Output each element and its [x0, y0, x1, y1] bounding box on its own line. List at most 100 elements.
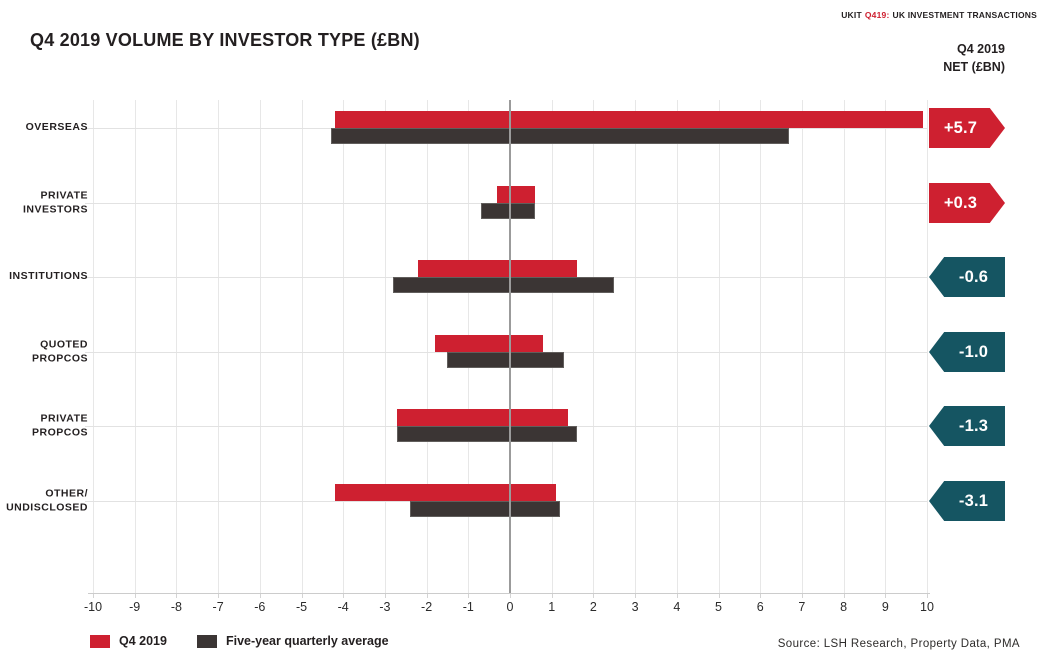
bar-q4-2019 [334, 484, 556, 501]
category-label-line: QUOTED [40, 338, 88, 351]
category-label: OVERSEAS [0, 121, 88, 135]
category-label-line: INVESTORS [23, 203, 88, 215]
x-tick-mark [635, 593, 637, 598]
net-badge: -1.3 [929, 406, 1005, 446]
x-tick-label: 0 [506, 600, 514, 614]
category-label-line: OVERSEAS [25, 121, 88, 134]
x-gridline [760, 100, 762, 593]
x-tick-mark [218, 593, 220, 598]
report-tagline: UKIT Q419: UK INVESTMENT TRANSACTIONS [841, 10, 1037, 20]
x-tick-label: 10 [920, 600, 934, 614]
x-tick-mark [927, 593, 928, 598]
tagline-rest: UK INVESTMENT TRANSACTIONS [892, 10, 1037, 20]
net-badge: +5.7 [929, 108, 1005, 148]
x-tick-label: -4 [337, 600, 349, 614]
x-gridline [676, 100, 678, 593]
bar-five-year-average [330, 128, 790, 144]
x-tick-label: -9 [129, 600, 141, 614]
x-tick-mark [468, 593, 470, 598]
net-badge: -1.0 [929, 332, 1005, 372]
bar-five-year-average [409, 501, 561, 517]
x-gridline [551, 100, 553, 593]
x-gridline [343, 100, 345, 593]
category-label-line: PRIVATE [40, 412, 88, 425]
x-tick-mark [843, 593, 845, 598]
x-tick-label: -2 [421, 600, 433, 614]
legend: Q4 2019 Five-year quarterly average [90, 634, 389, 648]
category-label-line: PRIVATE [40, 189, 88, 202]
x-tick-label: -5 [295, 600, 308, 614]
bar-five-year-average [393, 277, 615, 293]
net-header-line1: Q4 2019 [957, 42, 1005, 56]
legend-avg-swatch [196, 634, 217, 648]
category-label-line: PROPCOS [31, 426, 88, 438]
tagline-code: Q419: [864, 10, 890, 20]
x-tick-mark [301, 593, 303, 598]
x-tick-mark [760, 593, 762, 598]
x-gridline [718, 100, 720, 593]
legend-avg-label: Five-year quarterly average [225, 634, 389, 648]
category-label-line: UNDISCLOSED [6, 501, 88, 513]
category-label: PRIVATE PROPCOS [0, 412, 88, 439]
net-badge: -0.6 [929, 257, 1005, 297]
x-tick-label: 9 [881, 600, 889, 614]
net-badge: -3.1 [929, 481, 1005, 521]
x-gridline [93, 100, 94, 593]
bar-q4-2019 [418, 260, 577, 277]
x-tick-label: 2 [589, 600, 597, 614]
category-label-line: INSTITUTIONS [9, 270, 88, 283]
x-gridline [301, 100, 303, 593]
x-gridline [801, 100, 803, 593]
x-tick-mark [259, 593, 261, 598]
x-tick-mark [384, 593, 386, 598]
x-tick-label: 8 [840, 600, 848, 614]
category-label: INSTITUTIONS [0, 270, 88, 284]
category-label: PRIVATE INVESTORS [0, 189, 88, 216]
zero-axis-line [509, 100, 511, 593]
x-tick-label: -3 [379, 600, 391, 614]
net-badge: +0.3 [929, 183, 1005, 223]
x-tick-label: 5 [715, 600, 722, 614]
bar-q4-2019 [397, 409, 569, 426]
x-tick-mark [885, 593, 887, 598]
bar-q4-2019 [334, 111, 923, 128]
x-gridline [134, 100, 136, 593]
legend-q4-swatch [90, 634, 110, 648]
x-tick-label: 1 [548, 600, 556, 614]
x-tick-label: -1 [462, 600, 474, 614]
x-gridline [176, 100, 178, 593]
net-column-header: Q4 2019 NET (£BN) [943, 41, 1005, 76]
legend-q4-label: Q4 2019 [119, 634, 167, 648]
x-gridline [885, 100, 887, 593]
x-gridline [635, 100, 637, 593]
x-tick-mark [551, 593, 553, 598]
x-tick-label: 4 [673, 600, 681, 614]
tagline-prefix: UKIT [841, 10, 862, 20]
category-label: QUOTED PROPCOS [0, 338, 88, 365]
x-gridline [218, 100, 220, 593]
x-tick-mark [176, 593, 178, 598]
x-tick-label: 3 [631, 600, 639, 614]
x-tick-label: 6 [756, 600, 764, 614]
bar-q4-2019 [434, 335, 544, 352]
category-label-line: OTHER/ [45, 487, 88, 500]
bar-five-year-average [447, 352, 565, 368]
x-gridline [259, 100, 261, 593]
bar-five-year-average [397, 426, 577, 442]
x-tick-label: -7 [212, 600, 224, 614]
x-tick-mark [510, 593, 511, 598]
bar-five-year-average [480, 203, 535, 219]
category-label-line: PROPCOS [31, 352, 88, 364]
x-tick-mark [343, 593, 345, 598]
x-tick-mark [134, 593, 136, 598]
source-credit: Source: LSH Research, Property Data, PMA [777, 638, 1020, 650]
x-tick-mark [801, 593, 803, 598]
x-axis-line [88, 593, 930, 594]
x-tick-mark [676, 593, 678, 598]
x-tick-label: -8 [170, 600, 182, 614]
x-tick-label: -6 [254, 600, 266, 614]
net-header-line2: NET (£BN) [943, 59, 1005, 74]
x-tick-mark [718, 593, 720, 598]
